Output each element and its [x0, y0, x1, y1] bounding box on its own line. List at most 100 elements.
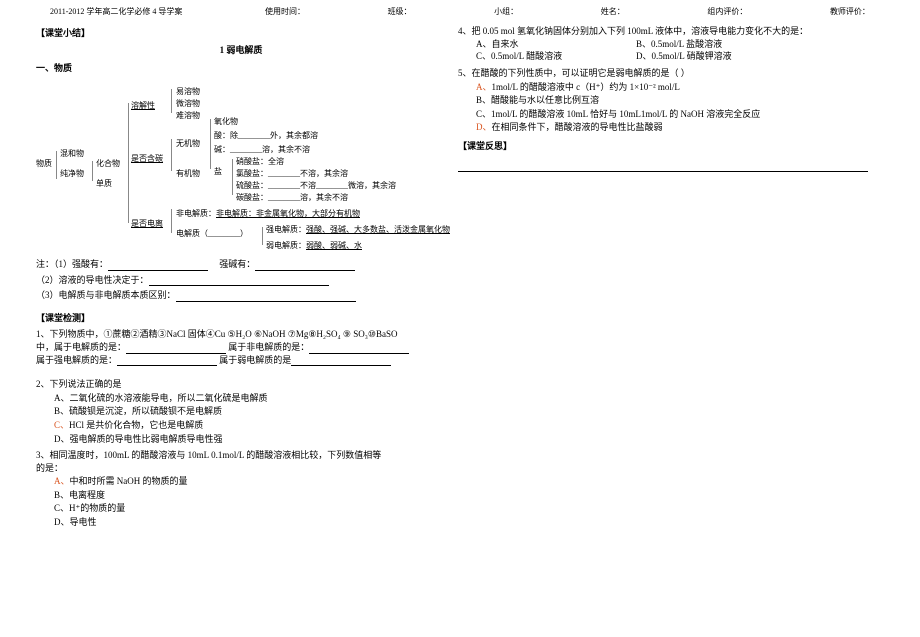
q2: 2、下列说法正确的是 A、二氧化硫的水溶液能导电，所以二氧化硫是电解质 B、硫酸… [36, 378, 446, 445]
dn-yan: 盐 [214, 167, 222, 177]
dn-feidianjie: 非电解质：非电解质：非金属氧化物，大部分有机物 [176, 209, 360, 219]
dn-dianjiezhi: 电解质（________） [176, 229, 248, 239]
dn-nanrong: 难溶物 [176, 111, 200, 121]
dn-danzhi: 单质 [96, 179, 112, 189]
dn-ruo: 弱电解质：弱酸、弱碱、水 [266, 241, 362, 251]
q1-line3: 属于强电解质的是： 属于弱电解质的是 [36, 354, 446, 367]
q3-tail: 的是： [36, 462, 446, 475]
q2-d: D、强电解质的导电性比弱电解质导电性强 [54, 433, 446, 446]
note1-blank2[interactable] [255, 260, 355, 271]
q5: 5、在醋酸的下列性质中，可以证明它是弱电解质的是（ ） A、1mol/L 的醋酸… [458, 67, 868, 134]
q2c-text: HCl 是共价化合物，它也是电解质 [69, 420, 203, 430]
dn-xiaosuan: 硝酸盐：全溶 [236, 157, 284, 167]
left-column: 【课堂小结】 1 弱电解质 一、物质 物质 混和物 纯净物 化合物 单质 溶解性… [36, 21, 446, 532]
q5-d: D、在相同条件下，醋酸溶液的导电性比盐酸弱 [476, 121, 868, 134]
dn-qiang: 强电解质：强电解质：强酸、强碱、大多数盐、活泼金属氧化物强酸、强碱、大多数盐、活… [266, 225, 450, 235]
q4-c: C、0.5mol/L 醋酸溶液 [476, 50, 636, 63]
dn-rongjiexing: 溶解性 [131, 101, 155, 111]
q3-stem: 3、相同温度时，100mL 的醋酸溶液与 10mL 0.1mol/L 的醋酸溶液… [36, 449, 446, 462]
note-1b: 强碱有： [219, 259, 255, 269]
reflect-line[interactable] [458, 171, 868, 172]
note1-blank1[interactable] [108, 260, 208, 271]
q5d-text: 在相同条件下，醋酸溶液的导电性比盐酸弱 [492, 122, 663, 132]
q1d: 属于强电解质的是： [36, 355, 117, 365]
dn-chunjing: 纯净物 [60, 169, 84, 179]
page-body: 【课堂小结】 1 弱电解质 一、物质 物质 混和物 纯净物 化合物 单质 溶解性… [0, 21, 920, 532]
dn-huahewu: 化合物 [96, 159, 120, 169]
q1-blank2[interactable] [309, 343, 409, 354]
q5a-text: 1mol/L 的醋酸溶液中 c（H⁺）约为 1×10⁻² mol/L [492, 82, 680, 92]
dn-wujiwu: 无机物 [176, 139, 200, 149]
q1-line1: 1、下列物质中，①蔗糖②酒精③NaCl 固体④Cu ⑤H₂O ⑥NaOH ⑦Mg… [36, 328, 446, 341]
q5-c: C、1mol/L 的醋酸溶液 10mL 恰好与 10mL1mol/L 的 NaO… [476, 108, 868, 121]
dn-jian: 碱：________溶，其余不溶 [214, 145, 310, 155]
q2c-label: C、 [54, 420, 69, 430]
lesson-title: 1 弱电解质 [36, 44, 446, 57]
q4: 4、把 0.05 mol 氢氧化钠固体分别加入下列 100mL 液体中，溶液导电… [458, 25, 868, 63]
q3-b: B、电离程度 [54, 489, 446, 502]
q5-a: A、1mol/L 的醋酸溶液中 c（H⁺）约为 1×10⁻² mol/L [476, 81, 868, 94]
note-1a: 注：（1）强酸有： [36, 259, 108, 269]
q1b: 中，属于电解质的是： [36, 342, 126, 352]
hdr-mid1: 使用时间： [265, 6, 305, 17]
section-test-title: 【课堂检测】 [36, 312, 446, 325]
dn-shifouhantan: 是否含碳 [131, 154, 163, 164]
classification-diagram: 物质 混和物 纯净物 化合物 单质 溶解性 是否含碳 是否电离 易溶物 微溶物 … [36, 79, 446, 254]
q1-blank1[interactable] [126, 343, 226, 354]
q3: 3、相同温度时，100mL 的醋酸溶液与 10mL 0.1mol/L 的醋酸溶液… [36, 449, 446, 529]
q3-a: A、中和时所需 NaOH 的物质的量 [54, 475, 446, 488]
note2-blank[interactable] [149, 275, 329, 286]
right-column: 4、把 0.05 mol 氢氧化钠固体分别加入下列 100mL 液体中，溶液导电… [458, 21, 868, 532]
section-summary-title: 【课堂小结】 [36, 27, 446, 40]
q3-c: C、H⁺的物质的量 [54, 502, 446, 515]
q5a-label: A、 [476, 82, 492, 92]
dn-youjiwu: 有机物 [176, 169, 200, 179]
q5-stem: 5、在醋酸的下列性质中，可以证明它是弱电解质的是（ ） [458, 67, 868, 80]
dn-liusuan: 硫酸盐：________不溶________微溶，其余溶 [236, 181, 396, 191]
dn-suan: 酸：除________外，其余都溶 [214, 131, 318, 141]
q5d-label: D、 [476, 122, 492, 132]
q1-blank3[interactable] [117, 355, 217, 366]
q4-opts-row1: A、自来水 B、0.5mol/L 盐酸溶液 [476, 38, 868, 51]
dn-hunhe: 混和物 [60, 149, 84, 159]
q1-blank4[interactable] [291, 355, 391, 366]
dn-weirong: 微溶物 [176, 99, 200, 109]
note-2t: （2）溶液的导电性决定于： [36, 275, 149, 285]
q4-a: A、自来水 [476, 38, 636, 51]
hdr-mid3: 小组： [494, 6, 518, 17]
q2-b: B、硫酸钡是沉淀，所以硫酸钡不是电解质 [54, 405, 446, 418]
section-reflect-title: 【课堂反思】 [458, 140, 868, 153]
q4-stem: 4、把 0.05 mol 氢氧化钠固体分别加入下列 100mL 液体中，溶液导电… [458, 25, 868, 38]
heading-materials: 一、物质 [36, 62, 446, 75]
q1-line2: 中，属于电解质的是： 属于非电解质的是： [36, 341, 446, 354]
hdr-mid6: 教师评价： [830, 6, 870, 17]
q1: 1、下列物质中，①蔗糖②酒精③NaCl 固体④Cu ⑤H₂O ⑥NaOH ⑦Mg… [36, 328, 446, 366]
q4-d: D、0.5mol/L 硝酸钾溶液 [636, 50, 796, 63]
q2-c: C、HCl 是共价化合物，它也是电解质 [54, 419, 446, 432]
dn-yanghuawu: 氧化物 [214, 117, 238, 127]
hdr-left: 2011-2012 学年高二化学必修 4 导学案 [50, 6, 182, 17]
q5-b: B、醋酸能与水以任意比例互溶 [476, 94, 868, 107]
q4-b: B、0.5mol/L 盐酸溶液 [636, 38, 796, 51]
note-3t: （3）电解质与非电解质本质区别： [36, 290, 176, 300]
dn-tansuan: 碳酸盐：________溶，其余不溶 [236, 193, 348, 203]
q1e: 属于弱电解质的是 [219, 355, 291, 365]
q3a-text: 中和时所需 NaOH 的物质的量 [70, 476, 188, 486]
dn-lvsuan: 氯酸盐：________不溶，其余溶 [236, 169, 348, 179]
note-2: （2）溶液的导电性决定于： [36, 274, 446, 287]
note3-blank[interactable] [176, 291, 356, 302]
dn-shifoudianli: 是否电离 [131, 219, 163, 229]
hdr-mid4: 姓名： [601, 6, 625, 17]
note-1: 注：（1）强酸有： 强碱有： [36, 258, 446, 271]
page-header: 2011-2012 学年高二化学必修 4 导学案 使用时间： 班级： 小组： 姓… [0, 0, 920, 21]
note-3: （3）电解质与非电解质本质区别： [36, 289, 446, 302]
q4-opts-row2: C、0.5mol/L 醋酸溶液 D、0.5mol/L 硝酸钾溶液 [476, 50, 868, 63]
q2-a: A、二氧化硫的水溶液能导电，所以二氧化硫是电解质 [54, 392, 446, 405]
hdr-mid2: 班级： [388, 6, 412, 17]
dn-wuzhi: 物质 [36, 159, 52, 169]
q1c: 属于非电解质的是： [228, 342, 309, 352]
q3a-label: A、 [54, 476, 70, 486]
q3-d: D、导电性 [54, 516, 446, 529]
q2-stem: 2、下列说法正确的是 [36, 378, 446, 391]
hdr-mid5: 组内评价： [707, 6, 747, 17]
